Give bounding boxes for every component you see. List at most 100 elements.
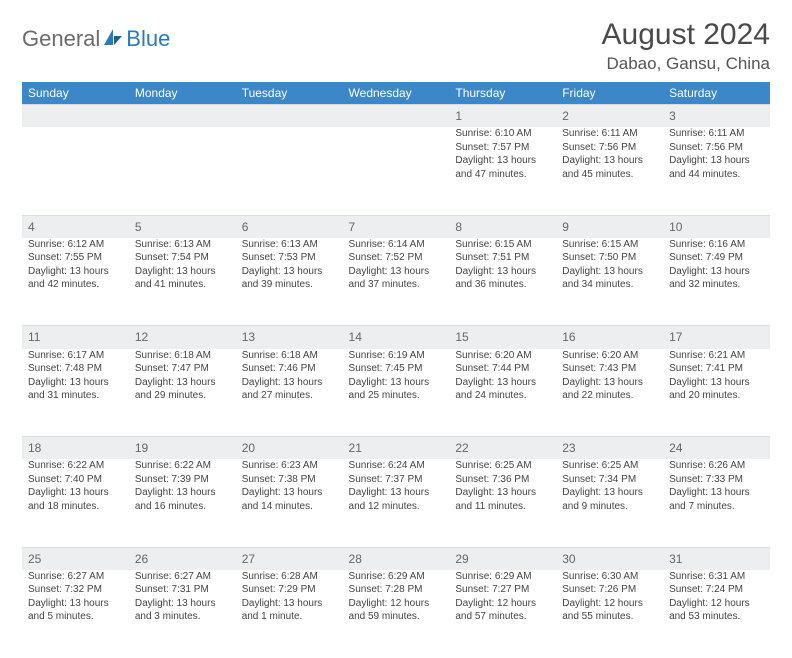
day-number-cell: 7 <box>343 215 450 238</box>
daylight-line: Daylight: 13 hours and 25 minutes. <box>349 376 444 403</box>
weekday-header: Saturday <box>663 82 770 105</box>
day-number-cell: 11 <box>22 326 129 349</box>
day-number-cell: 22 <box>449 437 556 460</box>
sunset-line: Sunset: 7:31 PM <box>135 583 230 597</box>
sunrise-line: Sunrise: 6:27 AM <box>135 570 230 584</box>
sunset-line: Sunset: 7:26 PM <box>562 583 657 597</box>
sail-icon <box>102 27 124 52</box>
sunset-line: Sunset: 7:45 PM <box>349 362 444 376</box>
daylight-line: Daylight: 13 hours and 41 minutes. <box>135 265 230 292</box>
day-number-cell: 1 <box>449 105 556 128</box>
day-number-row: 18192021222324 <box>22 437 770 460</box>
day-content-row: Sunrise: 6:22 AMSunset: 7:40 PMDaylight:… <box>22 459 770 547</box>
sunset-line: Sunset: 7:29 PM <box>242 583 337 597</box>
day-number-cell: 17 <box>663 326 770 349</box>
sunset-line: Sunset: 7:51 PM <box>455 251 550 265</box>
sunrise-line: Sunrise: 6:27 AM <box>28 570 123 584</box>
logo-text-blue: Blue <box>126 26 170 52</box>
daylight-line: Daylight: 13 hours and 24 minutes. <box>455 376 550 403</box>
sunset-line: Sunset: 7:41 PM <box>669 362 764 376</box>
day-cell: Sunrise: 6:25 AMSunset: 7:36 PMDaylight:… <box>449 459 556 547</box>
daylight-line: Daylight: 13 hours and 32 minutes. <box>669 265 764 292</box>
day-cell: Sunrise: 6:30 AMSunset: 7:26 PMDaylight:… <box>556 570 663 658</box>
day-cell: Sunrise: 6:26 AMSunset: 7:33 PMDaylight:… <box>663 459 770 547</box>
daylight-line: Daylight: 13 hours and 18 minutes. <box>28 486 123 513</box>
day-number-cell: 24 <box>663 437 770 460</box>
weekday-header: Thursday <box>449 82 556 105</box>
sunrise-line: Sunrise: 6:15 AM <box>455 238 550 252</box>
daylight-line: Daylight: 13 hours and 47 minutes. <box>455 154 550 181</box>
sunrise-line: Sunrise: 6:11 AM <box>562 127 657 141</box>
day-cell: Sunrise: 6:18 AMSunset: 7:47 PMDaylight:… <box>129 349 236 437</box>
day-cell: Sunrise: 6:14 AMSunset: 7:52 PMDaylight:… <box>343 238 450 326</box>
day-number-cell: 12 <box>129 326 236 349</box>
sunset-line: Sunset: 7:56 PM <box>669 141 764 155</box>
sunset-line: Sunset: 7:57 PM <box>455 141 550 155</box>
daylight-line: Daylight: 13 hours and 37 minutes. <box>349 265 444 292</box>
weekday-header: Friday <box>556 82 663 105</box>
weekday-header: Wednesday <box>343 82 450 105</box>
day-cell <box>236 127 343 215</box>
day-content-row: Sunrise: 6:10 AMSunset: 7:57 PMDaylight:… <box>22 127 770 215</box>
logo-text-general: General <box>22 26 100 52</box>
sunset-line: Sunset: 7:32 PM <box>28 583 123 597</box>
day-number-cell: 8 <box>449 215 556 238</box>
sunrise-line: Sunrise: 6:10 AM <box>455 127 550 141</box>
day-number-cell: 16 <box>556 326 663 349</box>
day-cell: Sunrise: 6:18 AMSunset: 7:46 PMDaylight:… <box>236 349 343 437</box>
day-cell: Sunrise: 6:21 AMSunset: 7:41 PMDaylight:… <box>663 349 770 437</box>
sunrise-line: Sunrise: 6:20 AM <box>455 349 550 363</box>
day-number-cell: 10 <box>663 215 770 238</box>
sunset-line: Sunset: 7:52 PM <box>349 251 444 265</box>
day-cell: Sunrise: 6:25 AMSunset: 7:34 PMDaylight:… <box>556 459 663 547</box>
weekday-header: Tuesday <box>236 82 343 105</box>
day-number-cell: 6 <box>236 215 343 238</box>
sunrise-line: Sunrise: 6:29 AM <box>455 570 550 584</box>
sunrise-line: Sunrise: 6:18 AM <box>242 349 337 363</box>
daylight-line: Daylight: 12 hours and 57 minutes. <box>455 597 550 624</box>
day-cell: Sunrise: 6:20 AMSunset: 7:43 PMDaylight:… <box>556 349 663 437</box>
sunrise-line: Sunrise: 6:16 AM <box>669 238 764 252</box>
day-content-row: Sunrise: 6:27 AMSunset: 7:32 PMDaylight:… <box>22 570 770 658</box>
day-cell: Sunrise: 6:22 AMSunset: 7:40 PMDaylight:… <box>22 459 129 547</box>
day-number-cell: 25 <box>22 547 129 570</box>
day-cell: Sunrise: 6:15 AMSunset: 7:51 PMDaylight:… <box>449 238 556 326</box>
daylight-line: Daylight: 13 hours and 34 minutes. <box>562 265 657 292</box>
day-cell: Sunrise: 6:11 AMSunset: 7:56 PMDaylight:… <box>556 127 663 215</box>
day-cell: Sunrise: 6:22 AMSunset: 7:39 PMDaylight:… <box>129 459 236 547</box>
sunrise-line: Sunrise: 6:26 AM <box>669 459 764 473</box>
daylight-line: Daylight: 13 hours and 16 minutes. <box>135 486 230 513</box>
sunset-line: Sunset: 7:33 PM <box>669 473 764 487</box>
day-cell <box>129 127 236 215</box>
sunrise-line: Sunrise: 6:12 AM <box>28 238 123 252</box>
sunrise-line: Sunrise: 6:20 AM <box>562 349 657 363</box>
day-cell: Sunrise: 6:19 AMSunset: 7:45 PMDaylight:… <box>343 349 450 437</box>
sunset-line: Sunset: 7:47 PM <box>135 362 230 376</box>
title-block: August 2024 Dabao, Gansu, China <box>602 18 770 74</box>
day-number-cell: 26 <box>129 547 236 570</box>
day-content-row: Sunrise: 6:12 AMSunset: 7:55 PMDaylight:… <box>22 238 770 326</box>
daylight-line: Daylight: 13 hours and 27 minutes. <box>242 376 337 403</box>
daylight-line: Daylight: 13 hours and 3 minutes. <box>135 597 230 624</box>
day-number-cell: 18 <box>22 437 129 460</box>
sunset-line: Sunset: 7:27 PM <box>455 583 550 597</box>
sunrise-line: Sunrise: 6:21 AM <box>669 349 764 363</box>
sunrise-line: Sunrise: 6:11 AM <box>669 127 764 141</box>
sunrise-line: Sunrise: 6:25 AM <box>562 459 657 473</box>
weekday-header: Monday <box>129 82 236 105</box>
day-number-cell: 28 <box>343 547 450 570</box>
day-number-cell: 21 <box>343 437 450 460</box>
sunrise-line: Sunrise: 6:17 AM <box>28 349 123 363</box>
sunset-line: Sunset: 7:28 PM <box>349 583 444 597</box>
day-cell: Sunrise: 6:27 AMSunset: 7:32 PMDaylight:… <box>22 570 129 658</box>
daylight-line: Daylight: 12 hours and 55 minutes. <box>562 597 657 624</box>
weekday-header-row: SundayMondayTuesdayWednesdayThursdayFrid… <box>22 82 770 105</box>
sunrise-line: Sunrise: 6:19 AM <box>349 349 444 363</box>
sunset-line: Sunset: 7:53 PM <box>242 251 337 265</box>
sunrise-line: Sunrise: 6:15 AM <box>562 238 657 252</box>
daylight-line: Daylight: 13 hours and 14 minutes. <box>242 486 337 513</box>
daylight-line: Daylight: 13 hours and 12 minutes. <box>349 486 444 513</box>
daylight-line: Daylight: 13 hours and 31 minutes. <box>28 376 123 403</box>
sunrise-line: Sunrise: 6:29 AM <box>349 570 444 584</box>
day-cell: Sunrise: 6:16 AMSunset: 7:49 PMDaylight:… <box>663 238 770 326</box>
